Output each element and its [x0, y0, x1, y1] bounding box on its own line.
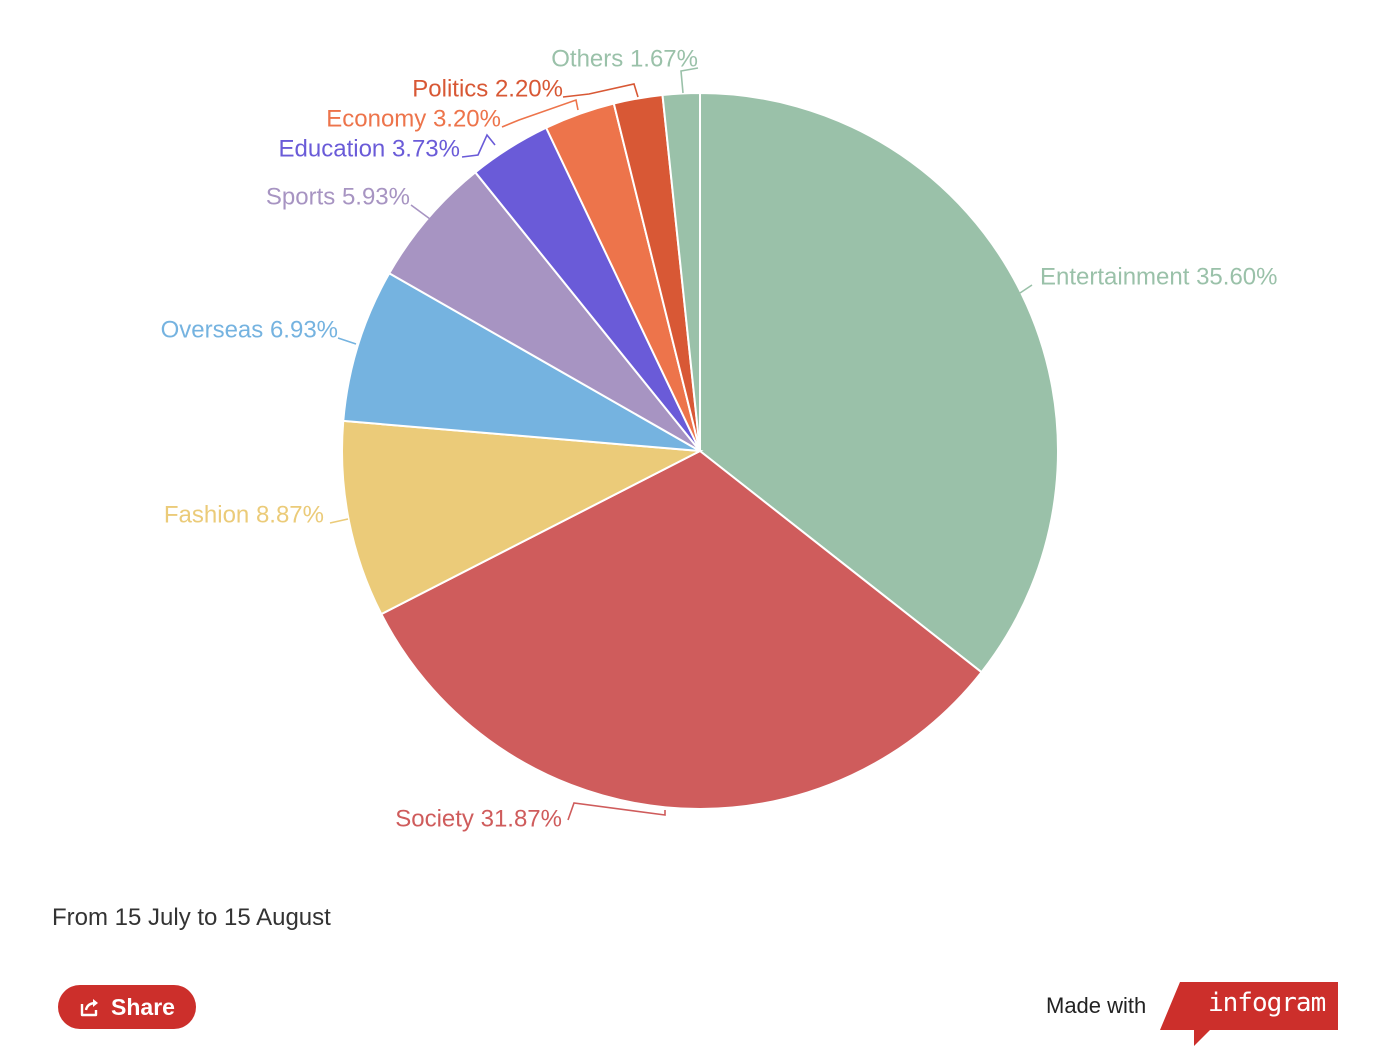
share-icon — [79, 997, 101, 1017]
infogram-logo[interactable] — [1160, 982, 1340, 1048]
leader-line-education — [461, 133, 496, 158]
slice-label-fashion: Fashion 8.87% — [164, 501, 324, 528]
pie-slice-society[interactable] — [379, 449, 983, 810]
leader-line-entertainment — [1019, 284, 1033, 294]
pie-slice-fashion[interactable] — [341, 419, 704, 616]
slice-label-overseas: Overseas 6.93% — [161, 316, 338, 343]
chart-caption: From 15 July to 15 August — [52, 904, 331, 931]
pie-slice-sports[interactable] — [387, 170, 701, 452]
pie-slice-overseas[interactable] — [342, 271, 701, 452]
leader-line-sports — [410, 204, 431, 220]
made-with-text: Made with — [1046, 993, 1147, 1018]
slice-label-education: Education 3.73% — [279, 135, 460, 162]
slice-label-others: Others 1.67% — [551, 45, 698, 72]
leader-line-others — [680, 67, 699, 94]
leader-line-society — [567, 802, 666, 821]
leader-line-fashion — [329, 518, 349, 524]
pie-chart: Entertainment 35.60% Society 31.87% Fashio… — [161, 45, 1278, 832]
leader-line-economy — [501, 98, 579, 128]
leader-line-overseas — [337, 337, 357, 345]
share-label: Share — [111, 993, 175, 1020]
leader-line-politics — [562, 83, 639, 98]
share-button[interactable]: Share — [58, 985, 196, 1029]
slice-label-entertainment: Entertainment 35.60% — [1040, 263, 1277, 290]
pie-slice-others[interactable] — [661, 91, 701, 452]
infogram-brand: infogram — [1208, 988, 1326, 1018]
slice-label-economy: Economy 3.20% — [326, 105, 501, 132]
slice-label-sports: Sports 5.93% — [266, 183, 410, 210]
slice-label-society: Society 31.87% — [395, 805, 562, 832]
pie-slice-entertainment[interactable] — [699, 91, 1059, 674]
slice-label-politics: Politics 2.20% — [412, 75, 563, 102]
